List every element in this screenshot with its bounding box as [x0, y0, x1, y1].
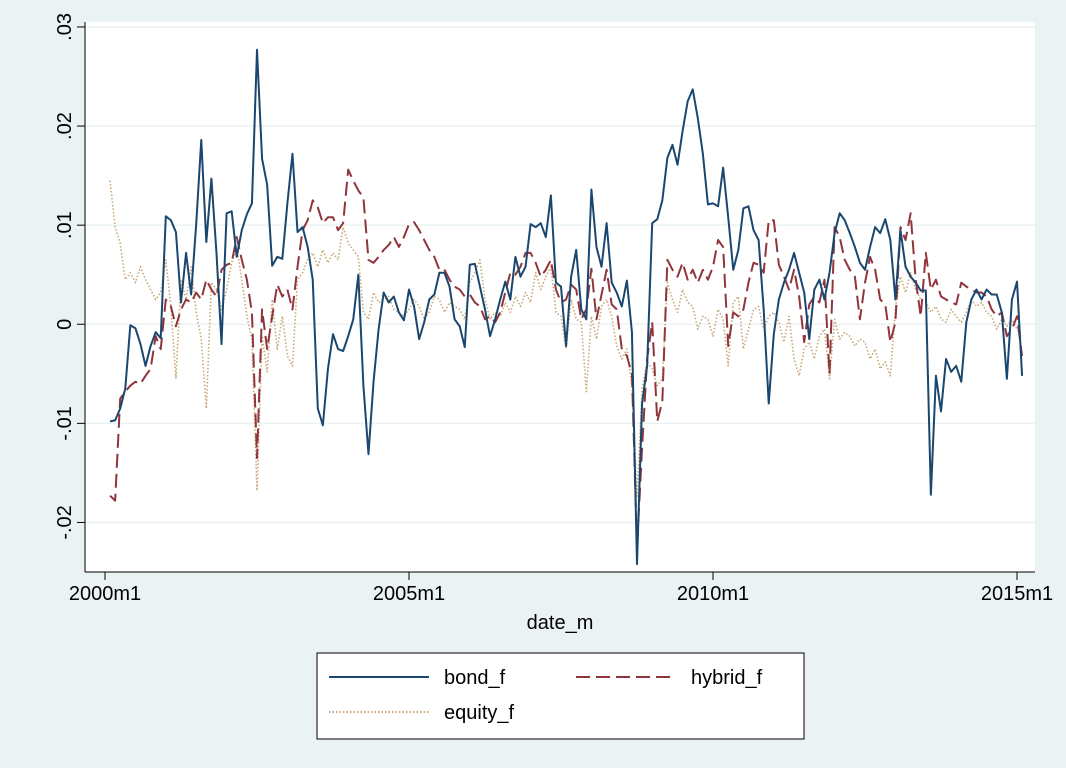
y-axis: -.02 -.01 0 .01 .02 .03: [54, 13, 86, 572]
y-tick-label: 0: [54, 319, 76, 330]
x-tick-label: 2000m1: [69, 583, 141, 605]
legend-label-bond-f: bond_f: [444, 667, 506, 689]
x-tick-label: 2010m1: [677, 583, 749, 605]
x-axis-title: date_m: [527, 612, 594, 634]
y-tick-label: .02: [54, 112, 76, 140]
y-tick-label: .03: [54, 13, 76, 41]
y-tick-label: .01: [54, 211, 76, 239]
legend-label-hybrid-f: hybrid_f: [691, 667, 763, 689]
x-axis: 2000m1 2005m1 2010m1 2015m1: [69, 571, 1053, 605]
x-tick-label: 2015m1: [981, 583, 1053, 605]
y-tick-label: -.01: [54, 406, 76, 440]
series-line-hybrid-f: [109, 168, 1024, 549]
legend-box: [316, 652, 805, 740]
legend-label-equity-f: equity_f: [444, 702, 514, 724]
legend: bond_f hybrid_f equity_f: [316, 652, 805, 740]
series-line-bond-f: [109, 48, 1024, 566]
plot-area: [85, 22, 1035, 572]
y-tick-label: -.02: [54, 505, 76, 539]
series-layer: [109, 48, 1024, 566]
x-tick-label: 2005m1: [373, 583, 445, 605]
